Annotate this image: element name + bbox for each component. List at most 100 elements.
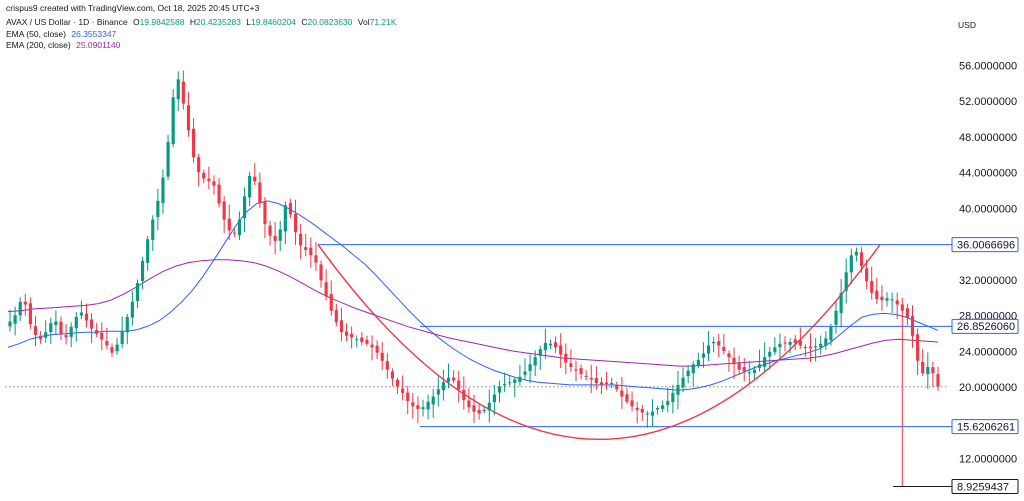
candle-body [798,340,802,346]
candle-body [390,371,394,379]
candle-body [620,390,624,397]
candle-body [110,347,114,353]
candle-body [23,301,27,305]
candle-body [885,298,889,301]
candle-body [737,363,741,370]
candle-body [625,394,629,402]
candle-body [115,344,119,352]
price-level-tag-label: 8.9259437 [957,481,1009,493]
candle-body [854,251,858,256]
candle-body [824,338,828,346]
y-axis-tick-label: 40.0000000 [959,203,1017,215]
candle-body [186,105,191,131]
candle-body [202,172,206,179]
candle-body [574,369,578,371]
candle-body [564,353,568,363]
candle-body [538,349,542,356]
candle-body [599,382,604,385]
candle-body [482,409,486,412]
candle-body [395,379,400,387]
candle-body [579,368,583,375]
candle-body [650,411,655,416]
candle-body [309,247,313,256]
price-level-tag-label: 36.0066696 [957,239,1015,251]
low-value: 19.8460204 [251,17,296,27]
candle-body [916,334,920,361]
candle-body [426,401,430,410]
candle-body [691,364,695,374]
ema200-line [7,259,939,367]
price-level-tag [951,318,1019,334]
candle-body [319,264,323,281]
candle-body [248,175,252,198]
candle-body [492,394,496,403]
ema200-legend: EMA (200, close) 25.0901140 [6,40,120,50]
y-axis-tick-label: 48.0000000 [959,132,1017,144]
candle-body [156,200,160,217]
candle-body [375,345,379,353]
candle-body [910,316,915,336]
candle-body [237,219,242,236]
symbol-title: AVAX / US Dollar · 1D · Binance [6,17,128,27]
candle-body [74,316,78,329]
candle-body [931,367,935,374]
price-level-tag-label: 26.8526060 [957,321,1015,333]
candle-body [100,332,104,340]
candle-body [39,336,43,340]
candle-body [467,400,471,408]
candle-body [462,389,466,401]
candle-body [293,213,298,233]
candle-body [329,294,333,311]
candle-body [706,345,711,354]
candle-body [712,341,716,344]
candle-body [880,296,884,301]
candle-body [528,364,532,371]
candle-body [401,388,405,393]
candle-body [900,304,904,311]
high-value: 20.4235283 [196,17,241,27]
y-axis-tick-label: 24.0000000 [959,346,1017,358]
ema200-label: EMA (200, close) [6,40,71,50]
candle-body [171,97,175,145]
candle-body [808,346,813,349]
candle-body [54,321,58,325]
candle-body [273,235,277,242]
candle-body [416,405,420,409]
candle-body [8,321,12,327]
candle-body [314,255,318,263]
candle-body [288,203,293,215]
candle-body [28,303,32,325]
candle-body [59,321,63,334]
price-level-tag [951,237,1019,253]
candle-body [778,343,782,348]
candle-body [655,408,660,410]
candle-body [875,290,879,300]
volume-value: 71.21K [369,17,397,27]
candle-body [757,364,762,368]
candle-body [212,181,216,186]
y-axis-tick-label: 56.0000000 [959,61,1017,73]
candle-body [819,343,823,348]
candle-body [814,346,818,348]
candle-body [604,382,609,384]
candle-body [365,339,369,344]
candle-body [717,341,721,346]
candle-body [84,313,89,321]
candle-body [477,409,481,414]
candle-body [90,319,94,329]
candle-body [299,234,303,246]
y-axis-tick-label: 52.0000000 [959,96,1017,108]
candle-body [197,157,201,173]
candle-body [406,392,410,401]
ema50-legend: EMA (50, close) 26.3553347 [6,29,116,39]
candle-body [727,353,731,358]
candle-body [130,301,134,318]
candle-body [283,205,287,232]
y-axis-tick-label: 20.0000000 [959,382,1017,394]
y-axis-tick-label: 12.0000000 [959,454,1017,466]
candle-body [227,218,231,231]
symbol-ohlc-legend: AVAX / US Dollar · 1D · Binance O19.9842… [6,17,397,27]
candle-body [242,196,247,219]
candle-body [783,342,787,344]
